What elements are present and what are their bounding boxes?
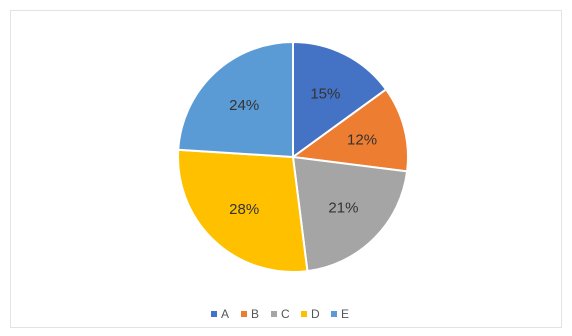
legend-swatch-b (241, 311, 247, 317)
pie-slice-b (290, 88, 409, 173)
legend-label-b: B (251, 307, 259, 321)
legend-label-c: C (281, 307, 290, 321)
pie-slices (177, 40, 409, 273)
legend: A B C D E (211, 307, 349, 321)
pie-slice-c (291, 155, 409, 273)
data-label-c: 21% (328, 199, 358, 216)
pie-slice-a (292, 40, 388, 159)
legend-swatch-a (211, 311, 217, 317)
legend-label-d: D (311, 307, 320, 321)
pie-slice-d (177, 148, 309, 273)
data-label-e: 24% (229, 97, 259, 114)
legend-label-a: A (221, 307, 229, 321)
data-label-b: 12% (347, 131, 377, 148)
pie-data-labels: 15% 12% 21% 28% 24% (229, 85, 377, 218)
legend-swatch-e (331, 311, 337, 317)
legend-swatch-c (271, 311, 277, 317)
data-label-d: 28% (229, 201, 259, 218)
legend-swatch-d (301, 311, 307, 317)
pie-slice-e (177, 40, 294, 159)
legend-label-e: E (341, 307, 349, 321)
data-label-a: 15% (310, 85, 340, 102)
